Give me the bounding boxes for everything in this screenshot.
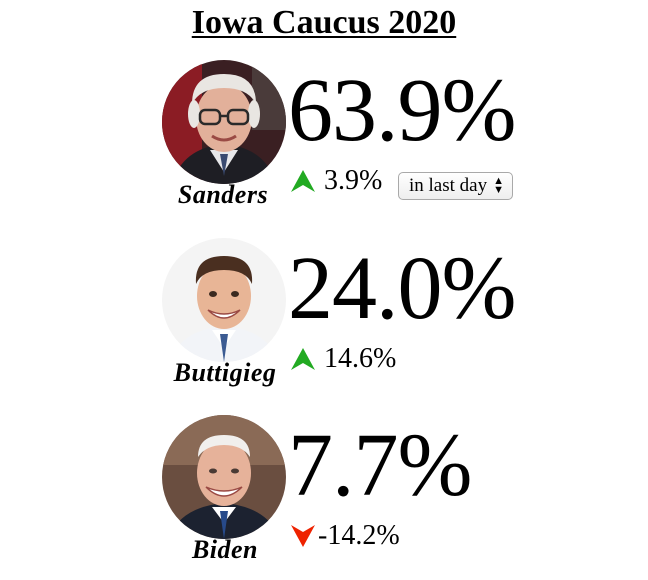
up-down-chevron-icon: ▲ ▼ <box>493 175 504 196</box>
candidate-percent: 7.7% <box>288 416 472 515</box>
change-value: 14.6% <box>324 343 397 374</box>
candidate-percent: 24.0% <box>288 239 516 338</box>
period-select-value: in last day <box>409 175 488 196</box>
candidate-card-buttigieg: Buttigieg 24.0% 14.6% <box>0 238 648 398</box>
up-arrow-icon <box>290 347 316 371</box>
page-title: Iowa Caucus 2020 <box>191 4 457 41</box>
change-value: -14.2% <box>318 520 400 551</box>
biden-portrait-icon <box>162 415 286 539</box>
sanders-portrait-icon <box>162 60 286 184</box>
candidate-name: Sanders <box>177 180 269 209</box>
up-arrow-icon <box>290 169 316 193</box>
period-select[interactable]: in last day ▲ ▼ <box>398 172 513 200</box>
buttigieg-portrait-icon <box>162 238 286 362</box>
candidate-change: 3.9% <box>290 164 382 198</box>
down-arrow-icon <box>290 524 316 548</box>
candidate-card-sanders: Sanders 63.9% 3.9% in last day ▲ ▼ <box>0 60 648 220</box>
candidate-name: Buttigieg <box>173 358 277 387</box>
candidate-change: -14.2% <box>290 519 400 553</box>
candidate-percent: 63.9% <box>288 61 516 160</box>
candidate-change: 14.6% <box>290 342 396 376</box>
change-value: 3.9% <box>324 165 383 196</box>
candidate-name: Biden <box>191 535 259 564</box>
candidate-card-biden: Biden 7.7% -14.2% <box>0 415 648 575</box>
